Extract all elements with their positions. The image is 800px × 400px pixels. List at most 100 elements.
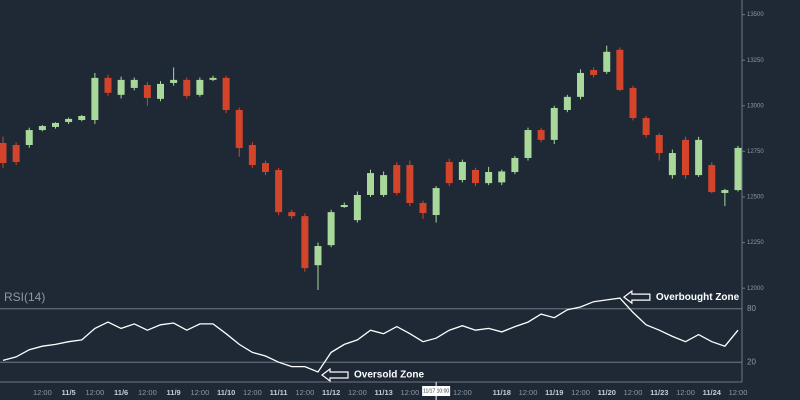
y-tick-label: 12750 [747, 149, 764, 155]
x-tick-label: 12:00 [295, 388, 314, 397]
candle-body [458, 161, 466, 181]
candle-body [616, 49, 624, 90]
candle-body [248, 145, 256, 166]
x-tick-label: 12:00 [729, 388, 748, 397]
x-tick-label: 12:00 [453, 388, 472, 397]
x-tick-label: 12:00 [190, 388, 209, 397]
candle-body [340, 205, 348, 208]
candle-body [432, 188, 440, 216]
candle-body [563, 96, 571, 110]
x-tick-label: 12:00 [348, 388, 367, 397]
x-tick-label: 11/5 [62, 388, 76, 397]
annotation-arrow [622, 289, 651, 305]
y-tick-label: 13000 [747, 103, 764, 109]
x-tick-label: 11/6 [114, 388, 128, 397]
candle-body [314, 246, 322, 266]
candle-body [721, 190, 729, 193]
x-tick-label: 11/10 [217, 388, 235, 397]
x-tick-label: 11/23 [650, 388, 668, 397]
x-tick-label: 12:00 [400, 388, 419, 397]
candle-body [419, 203, 427, 214]
candle-body [130, 79, 138, 88]
x-tick-label: 12:00 [85, 388, 104, 397]
candle-body [708, 165, 716, 193]
candle-body [52, 122, 59, 127]
candle-body [12, 145, 20, 162]
candle-body [629, 87, 637, 119]
candle-body [734, 147, 742, 191]
candle-body [235, 109, 243, 148]
y-tick-label: 12500 [747, 195, 764, 201]
y-tick-label: 80 [747, 304, 756, 313]
rsi-line [2, 297, 739, 373]
candle-body [0, 142, 7, 164]
candle-body [550, 107, 558, 140]
candle-body [537, 130, 545, 140]
candle-body [78, 116, 86, 121]
x-tick-label: 11/19 [545, 388, 563, 397]
x-tick-label: 12:00 [676, 388, 695, 397]
x-tick-label: 12:00 [33, 388, 52, 397]
candle-body [603, 51, 611, 72]
candle-body [472, 169, 479, 184]
candle-body [143, 84, 151, 98]
annotation: Overbought Zone [622, 289, 740, 305]
x-tick-label: 11/24 [703, 388, 722, 397]
candle-body [104, 77, 112, 93]
candle-body [353, 194, 361, 221]
candle-body [367, 173, 374, 195]
candle-body [196, 79, 204, 95]
x-tick-label: 11/20 [598, 388, 616, 397]
candle-body [393, 165, 401, 193]
crosshair-label-box [422, 386, 451, 396]
candle-body [209, 77, 217, 80]
y-tick-label: 12250 [747, 240, 764, 246]
x-tick-label: 12:00 [138, 388, 157, 397]
candle-body [157, 83, 164, 99]
candle-body [222, 77, 230, 110]
x-tick-label: 11/12 [322, 388, 340, 397]
candle-body [498, 171, 506, 183]
y-tick-label: 13500 [747, 12, 764, 18]
candle-body [183, 79, 191, 96]
candle-body [65, 118, 73, 123]
candle-body [91, 77, 99, 121]
candle-body [327, 212, 335, 246]
candle-body [682, 139, 689, 176]
candle-body [485, 171, 493, 184]
candle-body [524, 130, 532, 158]
candle-body [695, 139, 703, 176]
candle-body [380, 175, 388, 195]
candle-body [117, 79, 125, 95]
candle-body [38, 126, 46, 131]
x-tick-label: 11/9 [167, 388, 181, 397]
x-tick-label: 12:00 [243, 388, 262, 397]
candle-body [445, 161, 453, 184]
x-tick-label: 11/11 [270, 388, 288, 397]
candle-body [642, 118, 650, 135]
y-tick-label: 20 [747, 357, 756, 366]
y-tick-label: 12000 [747, 286, 764, 292]
candle-body [668, 153, 676, 176]
candle-body [577, 72, 584, 97]
candle-body [511, 157, 519, 172]
candle-body [170, 79, 178, 83]
candle-body [655, 134, 663, 154]
x-tick-label: 12:00 [519, 388, 538, 397]
x-tick-label: 12:00 [571, 388, 590, 397]
candle-body [590, 70, 598, 75]
candle-body [25, 130, 33, 145]
annotation-text: Oversold Zone [354, 370, 424, 381]
candle-body [275, 169, 283, 213]
x-tick-label: 12:00 [624, 388, 643, 397]
annotation: Oversold Zone [321, 367, 424, 383]
x-tick-label: 11/13 [374, 388, 392, 397]
annotation-text: Overbought Zone [656, 292, 740, 303]
crosshair-label: 11/17 10:00 [423, 388, 449, 394]
annotation-arrow [321, 367, 349, 383]
x-tick-label: 11/18 [493, 388, 511, 397]
indicator-title: RSI(14) [4, 290, 45, 304]
y-tick-label: 13250 [747, 58, 764, 64]
candle-body [288, 212, 296, 217]
